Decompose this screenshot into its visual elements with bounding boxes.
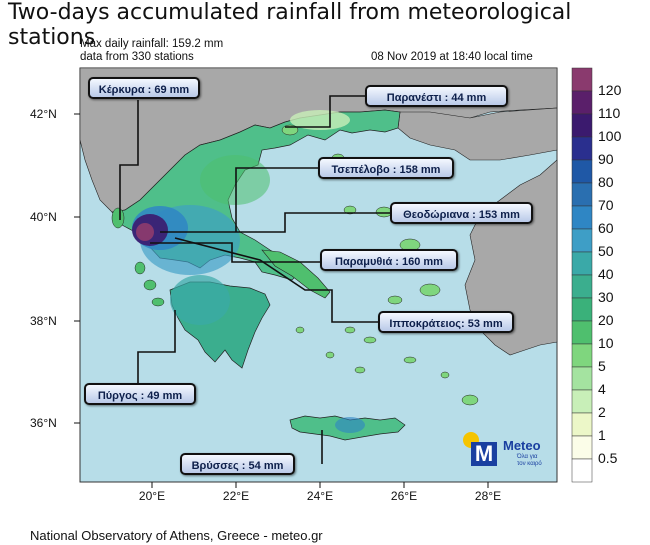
colorbar-swatch — [571, 435, 593, 460]
colorbar-swatch — [571, 389, 593, 414]
colorbar-swatch — [571, 67, 593, 92]
colorbar-swatch — [571, 182, 593, 207]
colorbar-label: 4 — [598, 381, 606, 397]
footer-credit: National Observatory of Athens, Greece -… — [30, 528, 323, 543]
lon-label-26: 26°E — [391, 489, 417, 503]
colorbar-label: 60 — [598, 220, 614, 236]
colorbar-swatch — [571, 251, 593, 276]
colorbar-swatch — [571, 458, 593, 483]
colorbar-swatch — [571, 90, 593, 115]
rainfall-field — [132, 110, 365, 433]
station-callout-kerkyra: Κέρκυρα : 69 mm — [88, 77, 200, 99]
colorbar-swatch — [571, 113, 593, 138]
station-callout-ippokrateios: Ιπποκράτειος: 53 mm — [378, 311, 514, 333]
colorbar-label: 2 — [598, 404, 606, 420]
colorbar-swatch — [571, 320, 593, 345]
lon-label-22: 22°E — [223, 489, 249, 503]
colorbar-label: 40 — [598, 266, 614, 282]
colorbar-label: 0.5 — [598, 450, 618, 466]
station-callout-paramythia: Παραμυθιά : 160 mm — [320, 249, 458, 271]
colorbar-label: 120 — [598, 82, 622, 98]
colorbar — [571, 67, 593, 483]
lat-label-40: 40°N — [30, 210, 57, 224]
colorbar-label: 30 — [598, 289, 614, 305]
max-rainfall-text: Max daily rainfall: 159.2 mm — [80, 38, 224, 50]
lat-label-42: 42°N — [30, 107, 57, 121]
ionian-islands — [111, 207, 165, 307]
lon-label-28: 28°E — [475, 489, 501, 503]
lon-labels: 20°E 22°E 24°E 26°E 28°E — [139, 489, 501, 503]
colorbar-label: 70 — [598, 197, 614, 213]
lat-labels: 42°N 40°N 38°N 36°N — [30, 107, 57, 430]
aegean-islands — [281, 124, 479, 406]
turkey-landmass — [464, 159, 558, 356]
lat-label-38: 38°N — [30, 314, 57, 328]
colorbar-label: 80 — [598, 174, 614, 190]
colorbar-swatch — [571, 343, 593, 368]
map-title: Two-days accumulated rainfall from meteo… — [8, 0, 572, 50]
colorbar-label: 100 — [598, 128, 622, 144]
colorbar-label: 20 — [598, 312, 614, 328]
colorbar-swatch — [571, 274, 593, 299]
lon-label-24: 24°E — [307, 489, 333, 503]
colorbar-swatch — [571, 412, 593, 437]
logo-name: Meteo — [503, 438, 541, 453]
tick-marks — [74, 113, 489, 488]
meteo-logo: M Meteo Όλα για τον καιρό — [463, 432, 553, 472]
colorbar-label: 1 — [598, 427, 606, 443]
meteo-m-icon: M — [471, 442, 497, 466]
logo-tagline-1: Όλα για — [517, 454, 538, 460]
colorbar-swatch — [571, 205, 593, 230]
lon-label-20: 20°E — [139, 489, 165, 503]
logo-tagline-2: τον καιρό — [517, 461, 542, 467]
colorbar-swatch — [571, 136, 593, 161]
station-count-text: data from 330 stations — [80, 51, 194, 63]
station-callout-vrysses: Βρύσσες : 54 mm — [180, 453, 295, 475]
colorbar-swatch — [571, 366, 593, 391]
timestamp-text: 08 Nov 2019 at 18:40 local time — [371, 51, 533, 63]
colorbar-swatch — [571, 228, 593, 253]
station-callout-pyrgos: Πύργος : 49 mm — [84, 383, 196, 405]
colorbar-label: 50 — [598, 243, 614, 259]
colorbar-label: 90 — [598, 151, 614, 167]
lat-label-36: 36°N — [30, 416, 57, 430]
turkey-thrace — [397, 107, 558, 161]
colorbar-label: 110 — [598, 105, 621, 121]
colorbar-swatch — [571, 297, 593, 322]
colorbar-label: 5 — [598, 358, 606, 374]
station-callout-paranesti: Παρανέστι : 44 mm — [365, 85, 508, 107]
colorbar-swatch — [571, 159, 593, 184]
colorbar-label: 10 — [598, 335, 614, 351]
station-callout-tsepelovo: Τσεπέλοβο : 158 mm — [318, 157, 454, 179]
leader-lines — [119, 95, 390, 464]
station-callout-theodoriana: Θεοδώριανα : 153 mm — [390, 202, 533, 224]
